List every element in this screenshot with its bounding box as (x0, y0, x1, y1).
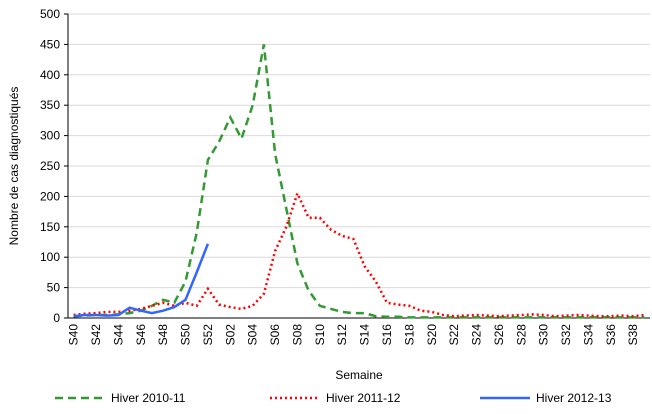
y-axis-label: Nombre de cas diagnostiqués (7, 87, 21, 246)
series-line (73, 44, 645, 319)
x-tick-label: S24 (470, 324, 484, 346)
x-tick-label: S30 (537, 324, 551, 346)
y-tick-label: 500 (40, 7, 60, 21)
x-tick-label: S34 (581, 324, 595, 346)
x-tick-label: S32 (559, 324, 573, 346)
x-tick-label: S46 (134, 324, 148, 346)
legend-label: Hiver 2011-12 (326, 391, 401, 405)
x-tick-label: S06 (268, 324, 282, 346)
x-tick-label: S26 (492, 324, 506, 346)
y-tick-label: 50 (47, 281, 61, 295)
x-tick-label: S38 (626, 324, 640, 346)
y-tick-label: 400 (40, 68, 60, 82)
x-tick-label: S16 (380, 324, 394, 346)
y-tick-label: 100 (40, 250, 60, 264)
legend-label: Hiver 2010-11 (111, 391, 186, 405)
x-tick-label: S02 (223, 324, 237, 346)
x-tick-label: S22 (447, 324, 461, 346)
legend-label: Hiver 2012-13 (536, 391, 612, 405)
y-tick-label: 0 (53, 311, 60, 325)
x-tick-label: S50 (179, 324, 193, 346)
series-line (73, 243, 210, 318)
x-tick-label: S12 (335, 324, 349, 346)
x-tick-label: S44 (111, 324, 125, 346)
x-tick-label: S08 (290, 324, 304, 346)
x-tick-label: S04 (246, 324, 260, 346)
x-tick-label: S42 (89, 324, 103, 346)
y-tick-label: 150 (40, 220, 60, 234)
x-tick-label: S52 (201, 324, 215, 346)
x-tick-label: S48 (156, 324, 170, 346)
x-tick-label: S18 (402, 324, 416, 346)
y-tick-label: 450 (40, 37, 60, 51)
y-tick-label: 250 (40, 159, 60, 173)
y-tick-label: 200 (40, 189, 60, 203)
series-line (73, 190, 645, 318)
x-tick-label: S36 (604, 324, 618, 346)
x-tick-label: S20 (425, 324, 439, 346)
x-tick-label: S40 (67, 324, 81, 346)
x-tick-label: S14 (358, 324, 372, 346)
x-tick-label: S28 (514, 324, 528, 346)
x-axis-label: Semaine (335, 368, 383, 382)
y-tick-label: 350 (40, 98, 60, 112)
x-tick-label: S10 (313, 324, 327, 346)
y-tick-label: 300 (40, 129, 60, 143)
